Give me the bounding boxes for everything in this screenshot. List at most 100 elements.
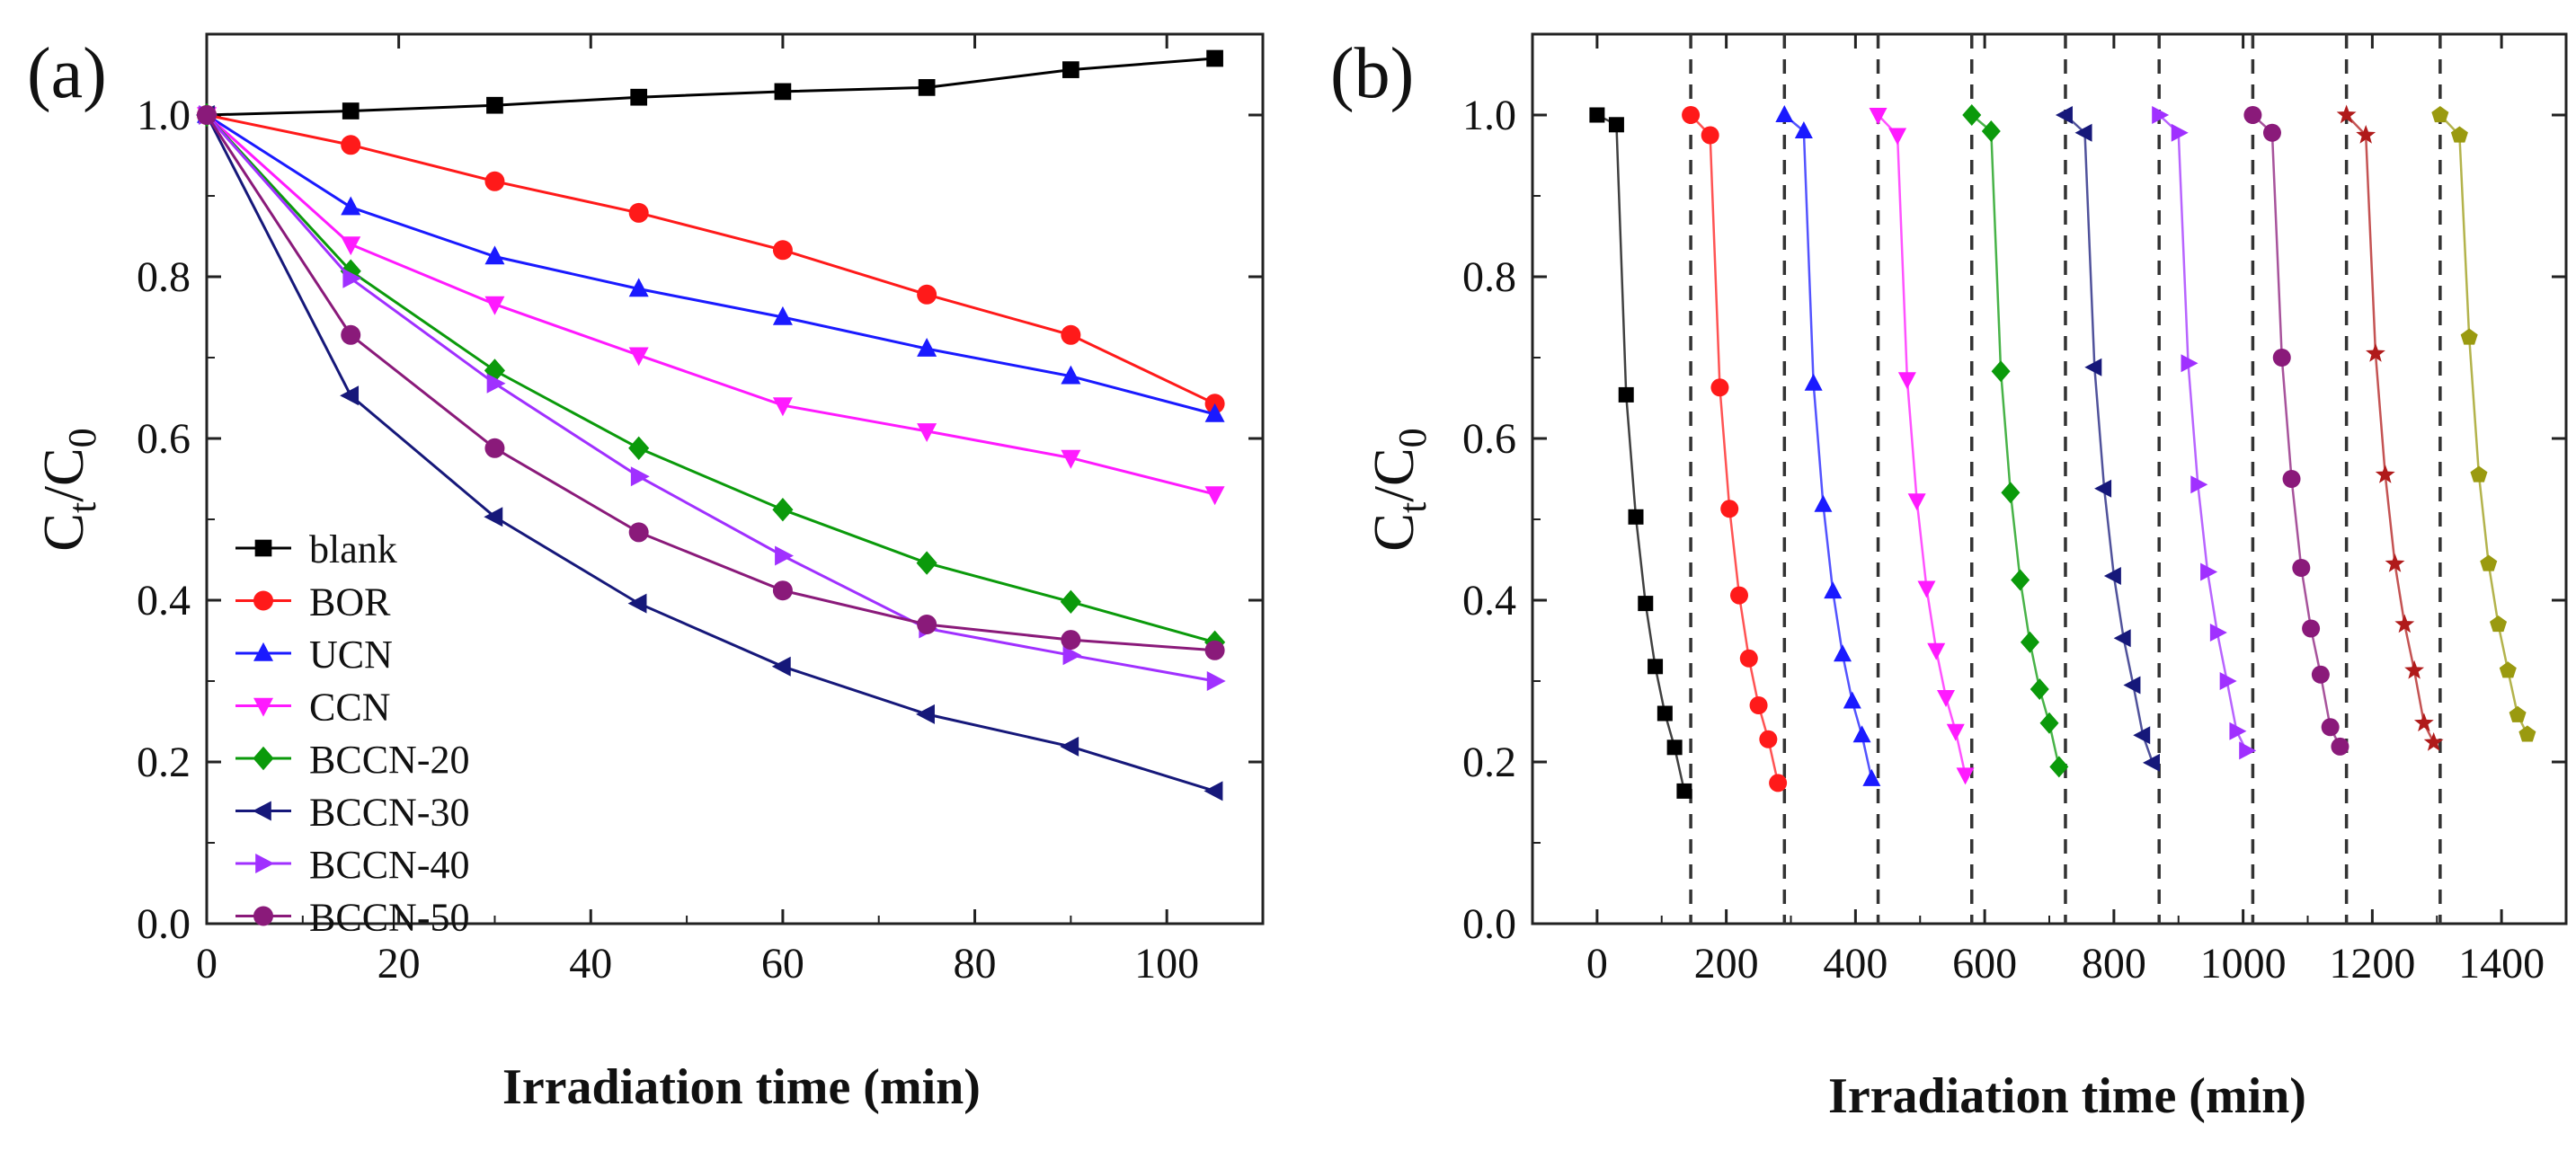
- y-tick-label: 0.2: [137, 739, 191, 786]
- panel-a-plot: 0 20 40 60 80 100 0.0 0.2 0.4 0.6 0.8 1.0 blank BOR UC…: [137, 32, 1265, 987]
- data-point: [1666, 739, 1683, 756]
- data-point: [1962, 104, 1982, 126]
- data-point: [2331, 737, 2349, 756]
- panel-b-label: (b): [1330, 34, 1414, 113]
- data-point: [1628, 509, 1644, 525]
- data-point: [2209, 624, 2227, 642]
- data-point: [1862, 768, 1881, 786]
- data-point: [2413, 713, 2434, 732]
- data-point: [1701, 126, 1719, 145]
- legend-label: BCCN-50: [309, 896, 469, 940]
- y-tick-label: 0.4: [137, 577, 191, 624]
- data-point: [774, 83, 792, 101]
- data-point: [197, 105, 217, 125]
- panel-a: (a) Irradiation time (min) Ct/C0: [27, 34, 981, 1115]
- y-tick-label: 1.0: [137, 92, 191, 139]
- data-point: [2074, 123, 2092, 142]
- series-line: [205, 113, 1215, 496]
- x-tick-label: 20: [378, 940, 421, 987]
- data-point: [2011, 569, 2030, 591]
- y-tick-label: 0.0: [137, 900, 191, 948]
- x-tick-label: 1400: [2458, 940, 2545, 987]
- data-point: [1608, 117, 1624, 133]
- data-point: [2404, 660, 2425, 679]
- panel-a-x-axis-title: Irradiation time (min): [502, 1059, 981, 1115]
- legend-label: BOR: [309, 580, 391, 624]
- series-line: [205, 114, 1216, 792]
- data-point: [1888, 128, 1907, 146]
- data-point: [2055, 106, 2073, 124]
- data-point: [2423, 731, 2444, 751]
- data-point: [2499, 661, 2517, 678]
- data-point: [1730, 586, 1748, 605]
- series-line: [1877, 114, 1967, 775]
- data-point: [1206, 49, 1223, 67]
- data-point: [772, 580, 793, 601]
- data-point: [486, 373, 506, 394]
- y-tick-label: 0.2: [1462, 739, 1516, 786]
- y-title-sub-t: t: [1390, 502, 1435, 513]
- x-tick-label: 100: [1134, 940, 1199, 987]
- series-line: [1783, 114, 1873, 780]
- legend-marker: [255, 854, 275, 873]
- data-point: [1907, 493, 1926, 511]
- legend-marker: [253, 642, 273, 661]
- data-point: [1749, 696, 1768, 714]
- series-line: [1690, 114, 1780, 784]
- plot-frame-a: [205, 32, 1265, 925]
- data-point: [2103, 567, 2121, 585]
- legend-marker: [253, 590, 273, 611]
- x-tick-label: 60: [761, 940, 804, 987]
- data-point: [341, 324, 361, 345]
- data-point: [1769, 774, 1788, 792]
- data-point: [342, 102, 360, 120]
- data-point: [2030, 678, 2049, 700]
- series-line: [206, 113, 1216, 405]
- series-line: [1970, 114, 2061, 767]
- legend-label: BCCN-40: [309, 843, 469, 887]
- legend-label: blank: [309, 527, 397, 571]
- panel-b: (b) Irradiation time (min) Ct/C0: [1330, 34, 2306, 1124]
- data-point: [1676, 783, 1692, 799]
- data-point: [2262, 123, 2281, 142]
- data-point: [1759, 730, 1778, 748]
- data-point: [2020, 631, 2039, 653]
- data-point: [917, 284, 937, 305]
- data-point: [2431, 106, 2449, 123]
- series-line: [2345, 114, 2435, 743]
- data-point: [2518, 725, 2536, 742]
- series-line: [205, 113, 1215, 644]
- series-line: [206, 57, 1215, 117]
- data-point: [1061, 449, 1081, 469]
- data-point: [628, 202, 649, 223]
- data-point: [1834, 644, 1852, 662]
- data-point: [628, 522, 649, 543]
- data-point: [1648, 659, 1664, 675]
- data-point: [1794, 121, 1813, 138]
- data-point: [1206, 671, 1226, 691]
- panel-b-x-axis-title: Irradiation time (min): [1828, 1068, 2306, 1124]
- data-point: [775, 545, 795, 566]
- data-point: [1927, 642, 1946, 660]
- data-point: [1710, 378, 1729, 397]
- x-tick-label: 200: [1694, 940, 1759, 987]
- y-title-c: C: [31, 513, 95, 552]
- data-point: [340, 385, 360, 406]
- data-point: [2133, 726, 2151, 745]
- data-point: [2336, 104, 2357, 124]
- data-point: [2113, 629, 2131, 648]
- data-point: [341, 236, 361, 256]
- data-point: [772, 498, 794, 522]
- data-point: [2094, 479, 2112, 498]
- data-point: [2190, 475, 2208, 494]
- data-point: [1739, 649, 1758, 668]
- data-point: [1204, 640, 1225, 660]
- data-point: [2366, 343, 2385, 362]
- data-point: [630, 88, 648, 106]
- legend-marker: [253, 906, 273, 926]
- data-point: [1061, 630, 1081, 651]
- data-point: [342, 268, 362, 288]
- panel-b-y-axis-title: Ct/C0: [1362, 428, 1435, 551]
